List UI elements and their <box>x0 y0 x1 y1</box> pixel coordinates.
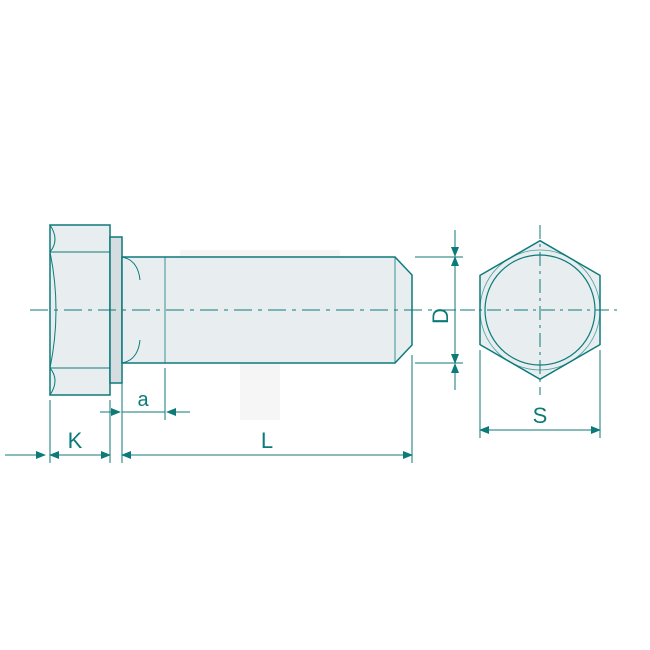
label-S: S <box>533 403 548 428</box>
label-a: a <box>137 389 149 411</box>
label-L: L <box>261 428 273 453</box>
hex-end-view <box>460 225 620 395</box>
label-D: D <box>428 308 453 324</box>
label-K: K <box>68 428 83 453</box>
dimension-K: K <box>5 400 110 463</box>
bolt-technical-diagram: K a L D S <box>0 0 650 650</box>
